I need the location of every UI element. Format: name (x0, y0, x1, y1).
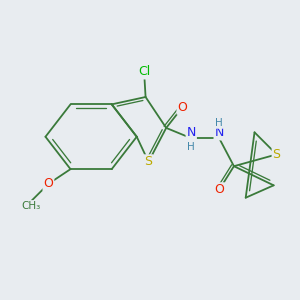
Text: S: S (273, 148, 280, 161)
Text: O: O (214, 183, 224, 196)
Text: O: O (178, 101, 187, 114)
Text: H: H (215, 118, 223, 128)
Text: N: N (214, 126, 224, 140)
Text: N: N (187, 126, 196, 140)
Text: O: O (44, 177, 53, 190)
Text: Cl: Cl (138, 65, 150, 79)
Text: H: H (187, 142, 195, 152)
Text: CH₃: CH₃ (21, 201, 40, 211)
Text: S: S (145, 155, 152, 168)
